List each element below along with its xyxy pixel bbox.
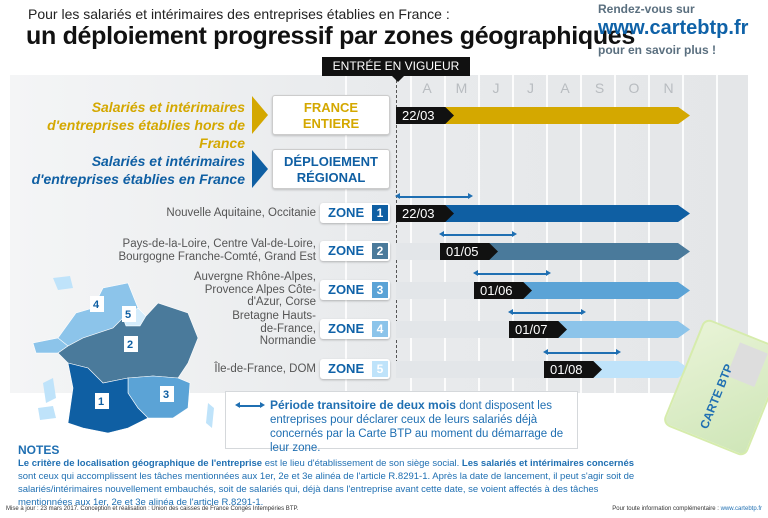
- map-label-1-bg: [95, 393, 109, 409]
- deploiement-regional-box: DÉPLOIEMENT RÉGIONAL: [272, 149, 390, 189]
- month-column-divider: [716, 75, 718, 393]
- zone-badge: ZONE 5: [320, 359, 390, 379]
- double-arrow-icon: [235, 402, 265, 408]
- month-column-divider: [410, 75, 412, 393]
- zone-date: 01/06: [474, 282, 532, 299]
- map-label-5-bg: [122, 306, 136, 322]
- cta-url-link[interactable]: www.cartebtp.fr: [598, 17, 749, 39]
- card-photo: [726, 342, 768, 387]
- zone-regions: Bretagne Hauts-de-France, Normandie: [232, 310, 316, 347]
- month-column-divider: [580, 75, 582, 393]
- box-line: ENTIERE: [302, 116, 360, 131]
- transition-period-arrow: [395, 193, 473, 199]
- box-line: DÉPLOIEMENT: [284, 154, 378, 169]
- map-label-3: 3: [163, 389, 169, 401]
- group-label-line: Salariés et intérimaires: [91, 99, 245, 115]
- zone-number: 1: [372, 205, 388, 221]
- zone-label: ZONE: [328, 243, 365, 258]
- france-entiere-box: FRANCE ENTIERE: [272, 95, 390, 135]
- map-label-2-bg: [124, 336, 138, 352]
- zone-regions: Île-de-France, DOM: [214, 363, 316, 375]
- month-column-divider: [546, 75, 548, 393]
- month-column-divider: [682, 75, 684, 393]
- zone-number: 3: [372, 282, 388, 298]
- footer-text: Pour toute information complémentaire :: [612, 506, 721, 512]
- transition-period-arrow: [543, 349, 621, 355]
- month-label: J: [527, 80, 534, 96]
- cta-line3: pour en savoir plus !: [598, 43, 717, 57]
- box-line: FRANCE: [303, 100, 359, 115]
- zone-badge: ZONE 3: [320, 280, 390, 300]
- map-label-2: 2: [127, 339, 133, 351]
- zone-label: ZONE: [328, 361, 365, 376]
- group-france-label: Salariés et intérimaires d'entreprises ét…: [5, 152, 245, 188]
- subtitle: Pour les salariés et intérimaires des en…: [28, 6, 450, 22]
- arrow-icon: [252, 150, 268, 188]
- footer-left: Mise à jour : 23 mars 2017. Conception e…: [6, 506, 299, 512]
- month-label: O: [628, 80, 640, 96]
- notes-text: Le critère de localisation géographique …: [18, 457, 648, 509]
- group-label-line: Salariés et intérimaires: [91, 153, 245, 169]
- notes-span: sont ceux qui accomplissent les tâches m…: [18, 471, 635, 508]
- map-label-1: 1: [98, 396, 104, 408]
- map-label-5: 5: [125, 309, 131, 321]
- footer-link[interactable]: www.cartebtp.fr: [720, 506, 762, 512]
- zone-regions: Nouvelle Aquitaine, Occitanie: [166, 207, 316, 219]
- zone-regions: Pays-de-la-Loire, Centre Val-de-Loire, B…: [118, 238, 316, 263]
- zone-bar: [396, 205, 690, 222]
- transition-period-arrow: [439, 231, 517, 237]
- month-label: S: [594, 80, 605, 96]
- month-label: A: [422, 80, 432, 96]
- zone-label: ZONE: [328, 321, 365, 336]
- notes-heading: NOTES: [18, 443, 60, 457]
- group-foreign-label: Salariés et intérimaires d'entreprises ét…: [5, 98, 245, 152]
- month-column-divider: [345, 75, 347, 393]
- map-label-3-bg: [160, 386, 174, 402]
- month-label: N: [663, 80, 674, 96]
- zone-date: 01/07: [509, 321, 567, 338]
- zone-number: 4: [372, 321, 388, 337]
- cta-line1: Rendez-vous sur: [598, 2, 695, 16]
- month-label: J: [492, 80, 500, 96]
- group-label-line: d'entreprises établies en France: [31, 171, 245, 187]
- month-label: M: [455, 80, 468, 96]
- zone-badge: ZONE 1: [320, 203, 390, 223]
- legend-text: dont disposent les entreprises pour décl…: [270, 400, 564, 454]
- zone-label: ZONE: [328, 205, 365, 220]
- zone-bar: [440, 243, 690, 260]
- zone-number: 2: [372, 243, 388, 259]
- transition-period-arrow: [473, 270, 551, 276]
- map-label-4-bg: [90, 296, 104, 312]
- month-column-divider: [648, 75, 650, 393]
- zone-date: 01/08: [544, 361, 602, 378]
- group-label-line: d'entreprises établies hors de France: [47, 117, 245, 151]
- month-column-divider: [614, 75, 616, 393]
- foreign-date: 22/03: [396, 107, 454, 124]
- legend-box: Période transitoire de deux mois dont di…: [225, 391, 578, 454]
- zone-label: ZONE: [328, 282, 365, 297]
- transition-period-arrow: [508, 309, 586, 315]
- footer-right: Pour toute information complémentaire : …: [612, 506, 762, 512]
- zone-badge: ZONE 2: [320, 241, 390, 261]
- zone-badge: ZONE 4: [320, 319, 390, 339]
- zone-date: 01/05: [440, 243, 498, 260]
- card-logo: CARTE BTP: [697, 361, 736, 431]
- month-label: A: [560, 80, 570, 96]
- notes-span: est le lieu d'établissement de son siège…: [262, 458, 462, 469]
- zone-date: 22/03: [396, 205, 454, 222]
- notes-bold: Les salariés et intérimaires concernés: [461, 458, 635, 469]
- france-zones-map: 4 5 2 3 1: [32, 276, 214, 434]
- entree-en-vigueur-label: ENTRÉE EN VIGUEUR: [322, 57, 470, 82]
- page-title: un déploiement progressif par zones géog…: [26, 22, 636, 50]
- map-label-4: 4: [93, 299, 100, 311]
- legend-bold: Période transitoire de deux mois: [270, 398, 457, 412]
- zone-number: 5: [372, 361, 388, 377]
- box-line: RÉGIONAL: [296, 170, 366, 185]
- arrow-icon: [252, 96, 268, 134]
- zone-bar: [474, 282, 690, 299]
- notes-bold: Le critère de localisation géographique …: [18, 458, 263, 469]
- zone-regions: Auvergne Rhône-Alpes, Provence Alpes Côt…: [193, 271, 316, 308]
- foreign-bar: [396, 107, 690, 124]
